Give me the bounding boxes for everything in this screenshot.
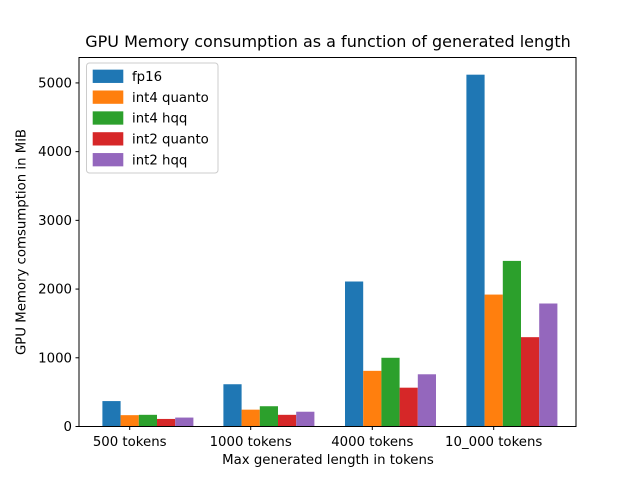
x-tick-label: 4000 tokens [331,435,413,450]
bar-fp16-4000-tokens [345,281,364,427]
x-tick-label: 10_000 tokens [445,435,542,450]
x-tick-label: 1000 tokens [210,435,292,450]
bar-int2-hqq-500-tokens [175,417,194,427]
legend-label-int4-quanto: int4 quanto [132,91,209,106]
bar-int4-hqq-1000-tokens [259,406,278,427]
bar-int2-quanto-10-000-tokens [521,337,540,427]
x-tick-label: 500 tokens [93,435,167,450]
legend-swatch-int2-quanto [92,132,124,146]
bar-int2-hqq-1000-tokens [296,411,315,427]
bar-int2-hqq-10-000-tokens [539,303,558,427]
bar-int2-quanto-500-tokens [157,418,176,427]
legend-label-int2-hqq: int2 hqq [132,153,187,168]
y-tick-label: 5000 [38,77,72,92]
legend-swatch-int4-quanto [92,90,124,104]
bar-fp16-10-000-tokens [466,74,485,427]
bar-int4-quanto-10-000-tokens [484,294,503,427]
y-tick-label: 0 [64,420,72,435]
bar-fp16-1000-tokens [223,384,242,427]
y-axis-label: GPU Memory comsumption in MiB [14,128,30,356]
bar-int2-quanto-4000-tokens [399,387,418,427]
y-tick-label: 4000 [38,145,72,160]
y-tick-label: 1000 [38,351,72,366]
bar-int4-hqq-10-000-tokens [502,260,521,427]
bar-int4-quanto-500-tokens [120,415,139,427]
bar-int4-quanto-1000-tokens [241,409,260,427]
x-axis-label: Max generated length in tokens [222,453,434,468]
y-tick-label: 3000 [38,214,72,229]
legend-swatch-int2-hqq [92,153,124,167]
legend-swatch-fp16 [92,69,124,83]
bar-int4-hqq-500-tokens [138,414,157,427]
plot-border [78,57,577,427]
legend-swatch-int4-hqq [92,111,124,125]
bar-fp16-500-tokens [102,401,121,427]
bar-int4-quanto-4000-tokens [363,370,382,427]
y-tick-label: 2000 [38,283,72,298]
legend-label-int4-hqq: int4 hqq [132,112,187,127]
bar-int4-hqq-4000-tokens [381,357,400,427]
chart-title: GPU Memory consumption as a function of … [85,32,571,51]
bar-int2-quanto-1000-tokens [278,414,297,427]
legend-label-fp16: fp16 [132,70,162,85]
bar-int2-hqq-4000-tokens [417,374,436,427]
legend-label-int2-quanto: int2 quanto [132,133,209,148]
